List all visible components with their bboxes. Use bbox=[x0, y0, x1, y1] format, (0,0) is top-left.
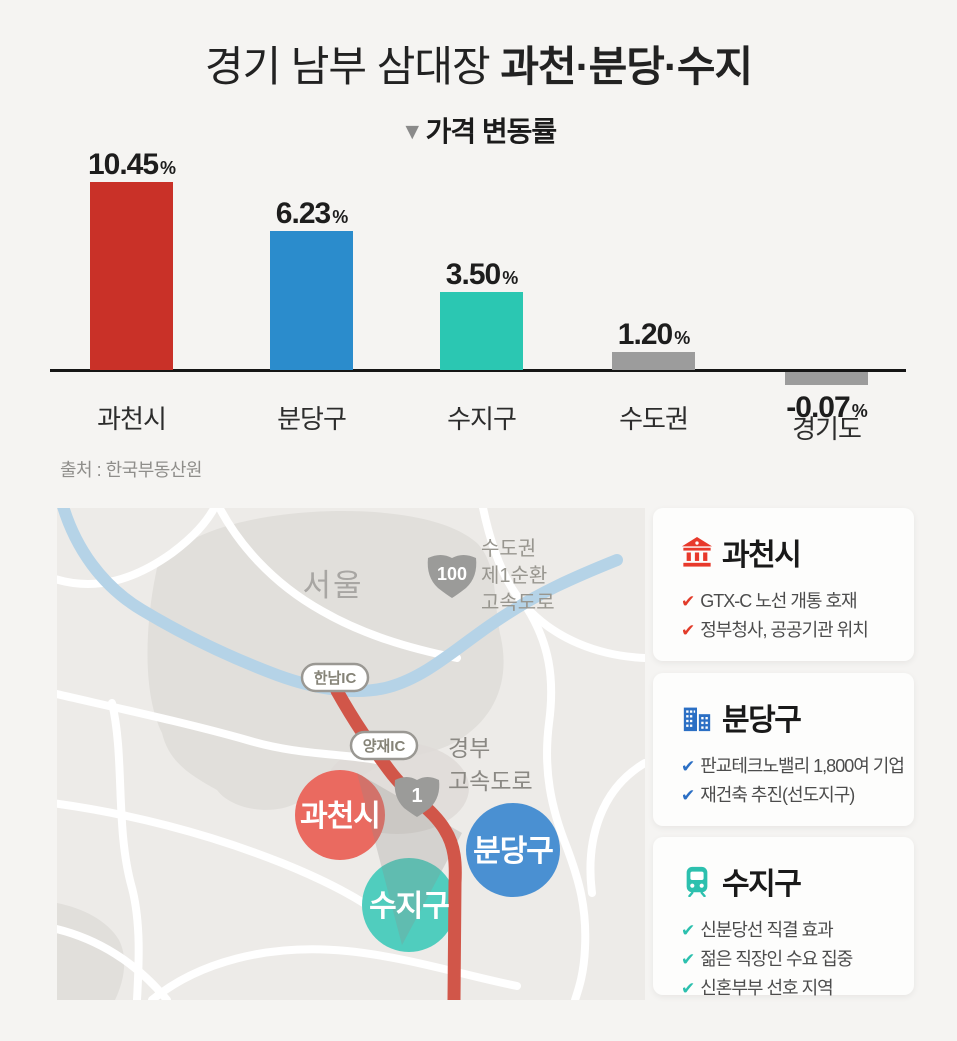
card-bullet-list: ✔ 판교테크노밸리 1,800여 기업 ✔ 재건축 추진(선도지구) bbox=[653, 752, 914, 810]
chart-axis-line bbox=[50, 369, 906, 372]
check-icon: ✔ bbox=[681, 621, 695, 640]
check-icon: ✔ bbox=[681, 921, 695, 940]
card-suji: 수지구 ✔ 신분당선 직결 효과 ✔ 젊은 직장인 수요 집중 ✔ 신혼부부 선호 지… bbox=[653, 837, 914, 998]
card-title: 수지구 bbox=[722, 868, 802, 901]
bullet-item: ✔ GTX-C 노선 개통 호재 bbox=[681, 591, 858, 611]
bar-value-label: 1.20% bbox=[617, 318, 690, 351]
mountain-wedge bbox=[357, 773, 462, 945]
bar-value-label: 10.45% bbox=[87, 148, 176, 181]
region-circle-labels: 과천시 분당구 수지구 bbox=[300, 800, 554, 923]
svg-text:제1순환: 제1순환 bbox=[481, 564, 547, 587]
svg-text:양재IC: 양재IC bbox=[363, 738, 406, 755]
bar-suji bbox=[440, 292, 523, 370]
svg-text:고속도로: 고속도로 bbox=[481, 591, 555, 614]
han-river bbox=[57, 508, 623, 697]
suji-circle-label: 수지구 bbox=[369, 890, 449, 923]
gwacheon-circle bbox=[295, 770, 385, 860]
bullet-item: ✔ 신분당선 직결 효과 bbox=[681, 920, 834, 940]
check-icon: ✔ bbox=[681, 950, 695, 969]
corner-landmass bbox=[57, 903, 125, 1000]
gwacheon-circle-label: 과천시 bbox=[300, 800, 380, 833]
svg-text:경부: 경부 bbox=[448, 735, 490, 761]
route-100-shield-icon: 100 bbox=[427, 555, 477, 598]
svg-text:한남IC: 한남IC bbox=[314, 670, 357, 687]
card-bullet-list: ✔ GTX-C 노선 개통 호재 ✔ 정부청사, 공공기관 위치 bbox=[653, 587, 914, 645]
bar-category-label: 과천시 bbox=[97, 404, 167, 434]
source-caption: 출처 : 한국부동산원 bbox=[60, 460, 202, 480]
bar-gwacheon bbox=[90, 182, 173, 370]
buildings-icon bbox=[683, 707, 711, 732]
check-icon: ✔ bbox=[681, 757, 695, 776]
svg-text:1: 1 bbox=[411, 785, 422, 807]
page-title-bold: 과천·분당·수지 bbox=[500, 43, 753, 90]
page-title-regular: 경기 남부 삼대장 bbox=[204, 43, 501, 90]
route-1-shield-icon: 1 bbox=[394, 777, 440, 817]
map: 서울 100 수도권 제1순환 고속도로 1 bbox=[57, 508, 645, 1000]
bar-gyeonggido bbox=[785, 372, 868, 385]
check-icon: ✔ bbox=[681, 592, 695, 611]
svg-text:수도권: 수도권 bbox=[481, 537, 536, 560]
map-svg: 서울 100 수도권 제1순환 고속도로 1 bbox=[57, 508, 645, 1000]
chart-subtitle-label: 가격 변동률 bbox=[425, 116, 558, 147]
card-bundang: 분당구 ✔ 판교테크노밸리 1,800여 기업 ✔ 재건축 추진(선도지구) bbox=[653, 673, 914, 826]
bar-category-label: 분당구 bbox=[277, 404, 347, 434]
chart-subtitle: ▼ 가격 변동률 bbox=[0, 110, 957, 150]
bundang-circle bbox=[466, 803, 560, 897]
check-icon: ✔ bbox=[681, 979, 695, 998]
card-gwacheon: 과천시 ✔ GTX-C 노선 개통 호재 ✔ 정부청사, 공공기관 위치 bbox=[653, 508, 914, 661]
card-header: 분당구 bbox=[653, 673, 914, 739]
bullet-item: ✔ 판교테크노밸리 1,800여 기업 bbox=[681, 756, 905, 776]
triangle-down-icon: ▼ bbox=[400, 118, 424, 144]
bank-icon bbox=[681, 536, 713, 567]
bar-category-label: 수도권 bbox=[619, 404, 689, 434]
card-header: 과천시 bbox=[653, 508, 914, 574]
suji-circle bbox=[362, 858, 456, 952]
check-icon: ✔ bbox=[681, 786, 695, 805]
bullet-item: ✔ 재건축 추진(선도지구) bbox=[681, 785, 855, 805]
bundang-circle-label: 분당구 bbox=[473, 835, 553, 868]
bar-category-label: 경기도 bbox=[792, 414, 862, 444]
seoul-label: 서울 bbox=[302, 568, 363, 603]
bullet-item: ✔ 신혼부부 선호 지역 bbox=[681, 978, 834, 998]
card-header: 수지구 bbox=[653, 837, 914, 903]
ring-expressway-label: 수도권 제1순환 고속도로 bbox=[481, 537, 555, 614]
bar-value-label: 3.50% bbox=[445, 258, 518, 291]
bullet-item: ✔ 젊은 직장인 수요 집중 bbox=[681, 949, 853, 969]
bullet-item: ✔ 정부청사, 공공기관 위치 bbox=[681, 620, 869, 640]
bar-sudogwon bbox=[612, 352, 695, 370]
bar-value-label: -0.07% bbox=[786, 391, 867, 424]
svg-text:100: 100 bbox=[437, 564, 467, 584]
train-icon bbox=[686, 866, 708, 897]
bar-category-label: 수지구 bbox=[447, 404, 517, 434]
bar-bundang bbox=[270, 231, 353, 370]
card-title: 과천시 bbox=[722, 539, 802, 572]
page-title: 경기 남부 삼대장 과천·분당·수지 bbox=[0, 33, 957, 94]
card-bullet-list: ✔ 신분당선 직결 효과 ✔ 젊은 직장인 수요 집중 ✔ 신혼부부 선호 지역 bbox=[653, 916, 914, 1003]
svg-text:고속도로: 고속도로 bbox=[448, 768, 533, 794]
gyeongbu-expressway-label: 경부 고속도로 bbox=[448, 735, 533, 794]
bar-value-label: 6.23% bbox=[275, 197, 348, 230]
hannam-ic-pill: 한남IC bbox=[300, 662, 370, 693]
card-title: 분당구 bbox=[722, 704, 802, 737]
yangjae-ic-pill: 양재IC bbox=[349, 730, 419, 761]
